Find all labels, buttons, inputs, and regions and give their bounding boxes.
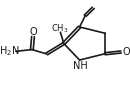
Text: NH: NH (73, 61, 87, 71)
Text: CH$_3$: CH$_3$ (51, 22, 69, 35)
Text: O: O (30, 27, 37, 37)
Text: O: O (122, 47, 130, 57)
Text: H$_2$N: H$_2$N (0, 44, 20, 58)
